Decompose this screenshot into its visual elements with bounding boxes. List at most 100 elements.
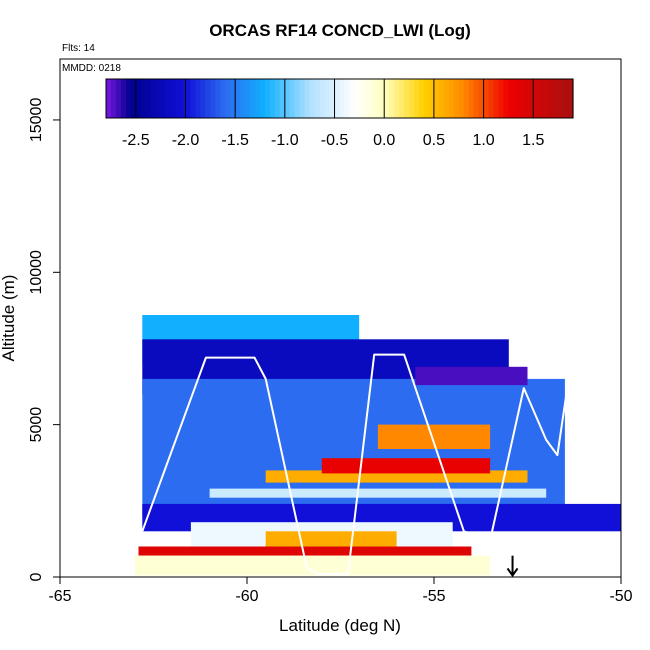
- x-axis-label: Latitude (deg N): [279, 616, 401, 635]
- colorbar-swatch: [319, 79, 326, 118]
- colorbar-swatch: [379, 79, 385, 118]
- colorbar-swatch: [453, 79, 460, 118]
- colorbar-swatch: [399, 79, 405, 118]
- colorbar-swatch: [329, 79, 336, 118]
- colorbar-swatch: [428, 79, 435, 118]
- colorbar-swatch: [225, 79, 231, 118]
- colorbar-swatch: [468, 79, 475, 118]
- colorbar-swatch: [423, 79, 430, 118]
- date-label: MMDD: 0218: [62, 63, 121, 74]
- colorbar-swatch: [274, 79, 281, 118]
- colorbar-tick-label: -1.0: [271, 132, 299, 149]
- colorbar-swatch: [309, 79, 316, 118]
- heat-cell-purple-top: [415, 366, 528, 386]
- colorbar-swatch: [289, 79, 296, 118]
- heat-cell-mid-yellow-band-2: [265, 470, 528, 483]
- colorbar-swatch: [150, 79, 157, 118]
- colorbar-swatch: [110, 79, 117, 118]
- colorbar-swatch: [294, 79, 301, 118]
- colorbar-swatch: [488, 79, 495, 118]
- heat-cell-light-streak: [209, 488, 547, 498]
- colorbar-swatch: [240, 79, 246, 118]
- colorbar-swatch: [155, 79, 162, 118]
- chart-title: ORCAS RF14 CONCD_LWI (Log): [209, 21, 471, 40]
- x-tick-label: -55: [422, 588, 445, 605]
- colorbar-swatch: [185, 79, 192, 118]
- colorbar-swatch: [299, 79, 306, 118]
- colorbar-swatch: [483, 79, 490, 118]
- colorbar-swatch: [120, 79, 127, 118]
- colorbar-swatch: [448, 79, 455, 118]
- colorbar-swatch: [394, 79, 400, 118]
- colorbar-swatch: [463, 79, 470, 118]
- colorbar-swatch: [568, 79, 574, 118]
- colorbar-swatch: [458, 79, 465, 118]
- x-tick-label: -60: [235, 588, 258, 605]
- colorbar-swatch: [369, 79, 375, 118]
- colorbar-swatch: [518, 79, 524, 118]
- colorbar-swatch: [115, 79, 122, 118]
- colorbar-swatch: [558, 79, 564, 118]
- colorbar-swatch: [215, 79, 221, 118]
- colorbar-swatch: [543, 79, 549, 118]
- colorbar-swatch: [245, 79, 251, 118]
- colorbar-swatch: [269, 79, 276, 118]
- heat-cell-mid-red-band: [321, 458, 491, 474]
- colorbar-swatch: [260, 79, 266, 118]
- colorbar-swatch: [349, 79, 356, 118]
- heat-cell-base-pale-band: [134, 555, 491, 576]
- y-axis-label: Altitude (m): [0, 275, 18, 362]
- colorbar-swatch: [170, 79, 177, 118]
- colorbar-swatch: [404, 79, 410, 118]
- colorbar-swatch: [135, 79, 142, 118]
- colorbar-swatch: [548, 79, 554, 118]
- colorbar-swatch: [523, 79, 529, 118]
- colorbar-swatch: [339, 79, 346, 118]
- colorbar-swatch: [230, 79, 236, 118]
- colorbar-swatch: [195, 79, 201, 118]
- x-tick-label: -50: [609, 588, 632, 605]
- colorbar-swatch: [175, 79, 182, 118]
- colorbar-swatch: [473, 79, 480, 118]
- colorbar-swatch: [409, 79, 415, 118]
- colorbar-tick-label: 0.5: [423, 132, 445, 149]
- colorbar-swatch: [190, 79, 197, 118]
- colorbar-swatch: [389, 79, 395, 118]
- colorbar-swatch: [130, 79, 137, 118]
- y-tick-label: 10000: [28, 250, 45, 295]
- colorbar-swatch: [418, 79, 425, 118]
- colorbar-swatch: [433, 79, 440, 118]
- colorbar-swatch: [384, 79, 390, 118]
- colorbar-tick-label: -1.5: [221, 132, 249, 149]
- heat-cell-red-base-line: [138, 546, 472, 556]
- colorbar-swatch: [334, 79, 341, 118]
- colorbar-tick-label: -2.0: [172, 132, 200, 149]
- colorbar-swatch: [200, 79, 206, 118]
- colorbar-swatch: [538, 79, 544, 118]
- colorbar-swatch: [314, 79, 321, 118]
- colorbar-swatch: [478, 79, 485, 118]
- y-tick-label: 0: [28, 572, 45, 581]
- colorbar-tick-label: -0.5: [321, 132, 349, 149]
- colorbar-swatch: [264, 79, 271, 118]
- colorbar-tick-label: 0.0: [373, 132, 395, 149]
- colorbar-swatch: [498, 79, 505, 118]
- plot-frame: [59, 58, 622, 578]
- colorbar-swatch: [508, 79, 514, 118]
- colorbar-tick-label: 1.0: [472, 132, 494, 149]
- colorbar-swatch: [205, 79, 211, 118]
- plot-area: [134, 195, 621, 577]
- colorbar-swatch: [250, 79, 256, 118]
- colorbar-swatch: [414, 79, 420, 118]
- colorbar-swatch: [284, 79, 291, 118]
- colorbar-swatch: [553, 79, 559, 118]
- colorbar-swatch: [220, 79, 226, 118]
- colorbar-swatch: [180, 79, 187, 118]
- colorbar-swatch: [210, 79, 216, 118]
- colorbar-swatch: [443, 79, 450, 118]
- colorbar-frame: [105, 78, 574, 119]
- colorbar-swatch: [106, 79, 112, 118]
- colorbar-swatch: [354, 79, 360, 118]
- colorbar-swatch: [304, 79, 311, 118]
